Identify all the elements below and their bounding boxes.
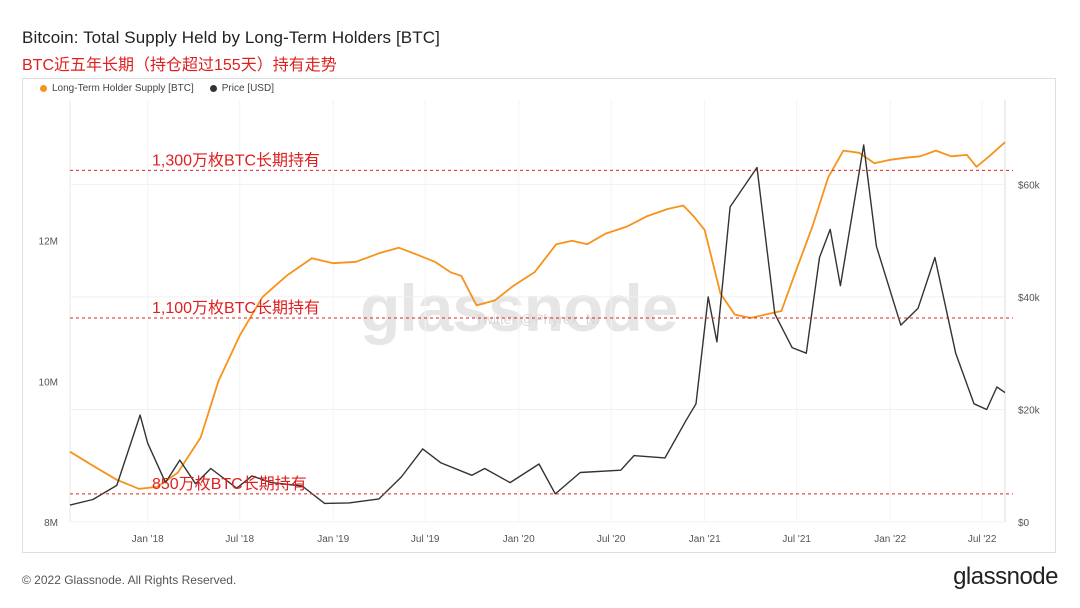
legend-label-price: Price [USD] bbox=[221, 83, 274, 94]
y-left-tick-label: 10M bbox=[39, 377, 58, 388]
annotation-label: 850万枚BTC长期持有 bbox=[152, 475, 307, 493]
x-tick-label: Jul '20 bbox=[597, 534, 626, 545]
watermark-handle: Twitter @Phyrex_Ni bbox=[475, 311, 599, 327]
annotation-label: 1,300万枚BTC长期持有 bbox=[152, 151, 320, 169]
glassnode-logo[interactable]: glassnode bbox=[953, 563, 1058, 590]
x-tick-label: Jul '19 bbox=[411, 534, 440, 545]
legend-item-price[interactable]: Price [USD] bbox=[209, 83, 274, 94]
legend-dot-lth bbox=[40, 85, 47, 92]
legend-label-lth: Long-Term Holder Supply [BTC] bbox=[52, 83, 194, 94]
x-tick-label: Jul '22 bbox=[968, 534, 997, 545]
copyright-footer: © 2022 Glassnode. All Rights Reserved. bbox=[22, 573, 237, 587]
x-tick-label: Jan '18 bbox=[132, 534, 164, 545]
series-line-price bbox=[69, 144, 1006, 506]
series-line-lth-supply bbox=[69, 141, 1006, 490]
annotation-label: 1,100万枚BTC长期持有 bbox=[152, 299, 320, 317]
y-left-tick-label: 12M bbox=[39, 237, 58, 248]
x-tick-label: Jan '19 bbox=[317, 534, 349, 545]
chart-legend: Long-Term Holder Supply [BTC] Price [USD… bbox=[40, 83, 274, 94]
y-right-tick-label: $60k bbox=[1018, 180, 1041, 191]
watermark: glassnode bbox=[360, 271, 678, 345]
y-right-tick-label: $0 bbox=[1018, 518, 1030, 529]
x-tick-label: Jan '21 bbox=[689, 534, 721, 545]
x-tick-label: Jul '18 bbox=[225, 534, 254, 545]
y-right-tick-label: $20k bbox=[1018, 405, 1041, 416]
x-tick-label: Jan '22 bbox=[874, 534, 906, 545]
x-tick-label: Jan '20 bbox=[503, 534, 535, 545]
chart-title: Bitcoin: Total Supply Held by Long-Term … bbox=[22, 28, 440, 47]
y-left-tick-label: 8M bbox=[44, 518, 58, 529]
legend-dot-price bbox=[209, 85, 217, 92]
x-tick-label: Jul '21 bbox=[782, 534, 811, 545]
chart-subtitle: BTC近五年长期（持仓超过155天）持有走势 bbox=[22, 57, 337, 74]
legend-item-lth[interactable]: Long-Term Holder Supply [BTC] bbox=[40, 83, 194, 94]
chart-frame bbox=[22, 78, 1056, 553]
y-right-tick-label: $40k bbox=[1018, 293, 1041, 304]
